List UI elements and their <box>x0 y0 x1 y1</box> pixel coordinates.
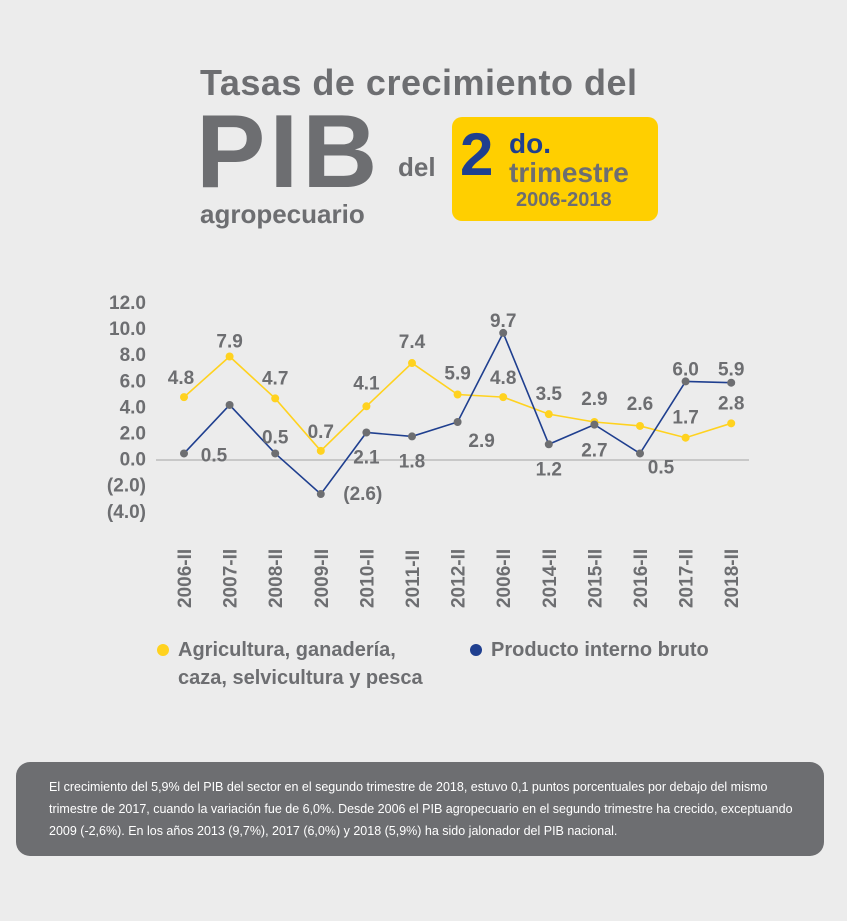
quarter-badge: 2 do. trimestre 2006-2018 <box>452 117 658 221</box>
agri-point <box>180 393 188 402</box>
y-tick-label: 8.0 <box>120 345 146 366</box>
pib-point <box>362 428 371 437</box>
x-tick-label: 2018-II <box>722 549 743 608</box>
agri-point <box>271 394 280 403</box>
pib-point <box>453 418 462 427</box>
agri-point <box>727 419 736 428</box>
x-tick-label: 2016-II <box>631 549 652 608</box>
agri-data-label: 2.6 <box>627 394 653 415</box>
pib-point <box>408 432 416 441</box>
x-tick-label: 2012-II <box>449 549 470 608</box>
pib-point <box>316 490 325 499</box>
badge-number: 2 <box>460 121 494 188</box>
agri-point <box>362 402 371 411</box>
pib-data-label: (2.6) <box>343 484 382 505</box>
pib-data-label: 0.5 <box>648 457 675 478</box>
pib-data-label: 9.7 <box>490 311 516 332</box>
pib-data-label: 0.5 <box>262 427 289 448</box>
y-tick-label: 12.0 <box>109 293 146 314</box>
agri-data-label: 5.9 <box>444 364 470 385</box>
agri-point <box>681 433 690 442</box>
x-tick-label: 2010-II <box>357 549 378 608</box>
agri-point <box>316 446 325 455</box>
note-text: El crecimiento del 5,9% del PIB del sect… <box>49 780 793 838</box>
pib-data-label: 0.5 <box>201 445 228 466</box>
y-tick-label: (4.0) <box>107 502 146 523</box>
pib-data-label: 1.2 <box>536 459 562 480</box>
pib-point <box>727 378 736 387</box>
line-chart: 12.0 10.0 8.0 6.0 4.0 2.0 0.0 (2.0) (4.0) 2006-II… <box>107 293 749 608</box>
x-tick-label: 2008-II <box>266 549 287 608</box>
agri-point <box>225 352 234 361</box>
pib-data-label: 6.0 <box>672 359 698 380</box>
agri-data-label: 0.7 <box>308 422 334 443</box>
x-tick-label: 2014-II <box>540 549 561 608</box>
pib-point <box>271 449 280 458</box>
agri-point <box>544 410 553 419</box>
y-tick-label: 6.0 <box>120 371 146 392</box>
agri-data-label: 2.9 <box>581 389 607 410</box>
agri-data-label: 4.8 <box>168 368 194 389</box>
agri-data-label: 7.9 <box>216 332 242 353</box>
y-tick-label: 4.0 <box>120 397 146 418</box>
title-connector: del <box>398 152 436 182</box>
x-tick-label: 2009-II <box>312 549 333 608</box>
pib-point <box>499 328 508 337</box>
agri-data-label: 4.8 <box>490 368 516 389</box>
pib-data-label: 5.9 <box>718 360 744 381</box>
legend-label-pib: Producto interno bruto <box>491 639 709 661</box>
title-agropecuario: agropecuario <box>200 199 365 229</box>
legend-item-agri: Agricultura, ganadería, caza, selvicultu… <box>157 636 423 692</box>
x-tick-label: 2006-II <box>494 549 515 608</box>
note-box: El crecimiento del 5,9% del PIB del sect… <box>16 762 824 856</box>
agri-data-label: 3.5 <box>536 384 563 405</box>
badge-years: 2006-2018 <box>516 189 612 211</box>
x-tick-label: 2015-II <box>585 549 606 608</box>
legend-label-agri-1: Agricultura, ganadería, <box>178 639 396 661</box>
x-tick-label: 2007-II <box>221 549 242 608</box>
agri-data-label: 7.4 <box>399 332 426 353</box>
pib-data-label: 1.8 <box>399 451 425 472</box>
x-tick-label: 2011-II <box>403 550 424 608</box>
agri-data-label: 2.8 <box>718 393 744 414</box>
agri-data-label: 4.1 <box>353 373 380 394</box>
y-tick-label: 10.0 <box>109 319 146 340</box>
agri-point <box>636 421 644 430</box>
agri-point <box>408 359 416 368</box>
badge-superscript: do. <box>509 128 551 159</box>
x-tick-label: 2017-II <box>677 549 698 608</box>
legend-swatch-agri <box>157 644 169 656</box>
pib-data-label: 2.9 <box>468 431 494 452</box>
pib-point <box>636 449 644 458</box>
pib-point <box>180 449 188 458</box>
legend-swatch-pib <box>470 644 482 656</box>
pib-point <box>225 400 234 409</box>
pib-data-label: 2.1 <box>353 447 380 468</box>
y-tick-label: 2.0 <box>120 424 146 445</box>
agri-point <box>499 393 508 402</box>
x-tick-label: 2006-II <box>175 549 196 608</box>
title-line1: Tasas de crecimiento del <box>200 62 638 103</box>
legend-item-pib: Producto interno bruto <box>470 636 709 664</box>
pib-point <box>544 440 553 449</box>
pib-point <box>590 420 599 429</box>
agri-point <box>453 390 462 399</box>
agri-data-label: 4.7 <box>262 368 288 389</box>
legend-label-agri-2: caza, selvicultura y pesca <box>178 667 423 689</box>
pib-point <box>681 377 690 386</box>
pib-data-label: 2.7 <box>581 441 607 462</box>
agri-data-label: 1.7 <box>672 408 698 429</box>
y-tick-label: (2.0) <box>107 476 146 497</box>
title-pib: PIB <box>196 94 382 210</box>
y-tick-label: 0.0 <box>120 450 146 471</box>
badge-word: trimestre <box>509 157 629 188</box>
